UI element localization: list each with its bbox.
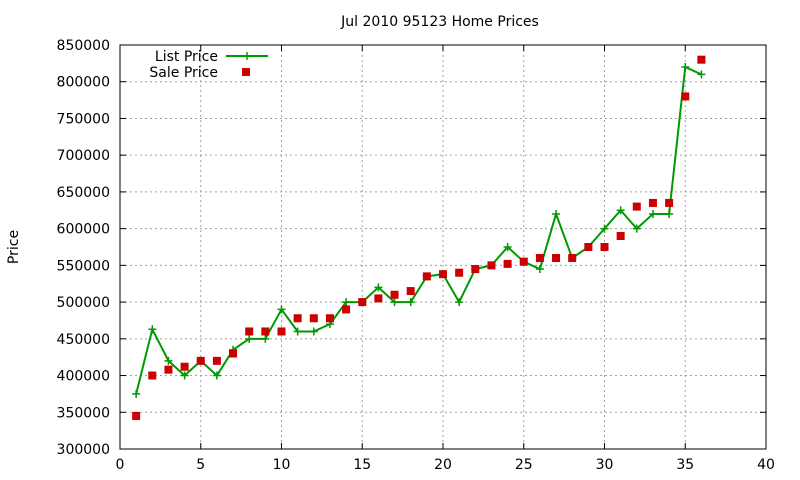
x-tick-label: 35 [676,457,694,473]
y-tick-label: 300000 [57,442,110,458]
list-price-point [648,209,657,218]
y-tick-label: 850000 [57,38,110,54]
legend-label: List Price [155,49,218,65]
sale-price-point [552,254,561,263]
legend-plus-swatch [243,52,251,60]
x-tick-label: 20 [434,457,452,473]
sale-price-point [568,254,577,263]
sale-price-point [245,327,254,336]
sale-price-point [600,243,609,251]
list-price-point [503,243,512,251]
sale-price-point [390,290,399,299]
sale-price-point [309,314,318,323]
sale-price-point [648,198,657,207]
sale-price-point [487,261,496,270]
list-price-point [406,298,415,307]
sale-price-point [325,314,334,323]
list-price-point [309,327,318,336]
chart-title: Jul 2010 95123 Home Prices [340,14,539,30]
list-price-line [135,66,702,395]
sale-price-point [455,268,464,277]
data-series [132,55,706,420]
sale-price-point [148,371,157,380]
list-price-point [632,224,641,233]
list-price-point [293,327,302,336]
x-tick-label: 25 [515,457,533,473]
list-price-point [212,371,221,380]
sale-price-point [422,272,431,281]
y-axis-label: Price [6,230,22,264]
sale-price-point [503,259,512,268]
list-price-point [164,356,173,365]
list-price-point [245,334,254,343]
y-tick-label: 500000 [57,295,110,311]
sale-price-point [277,327,286,336]
list-price-point [277,305,286,314]
list-price-point [148,325,157,334]
x-tick-label: 15 [353,457,371,473]
y-tick-label: 600000 [57,222,110,238]
sale-price-point [632,202,641,211]
list-price-point [374,283,383,292]
list-price-point [342,298,351,307]
sale-price-point [374,294,383,303]
sale-price-point [471,265,480,274]
y-tick-label: 400000 [57,369,110,385]
x-tick-label: 10 [273,457,291,473]
list-price-point [535,265,544,274]
sale-price-point [196,356,205,365]
grid-lines [120,45,766,449]
sale-price-point [665,198,674,207]
axis-ticks: 0 5 10 15 20 25 30 35 40 300000 350000 400000 450000… [57,38,775,473]
sale-price-point [261,327,270,336]
sale-price-point [519,257,528,266]
legend-label: Sale Price [149,65,218,81]
x-tick-label: 40 [757,457,775,473]
list-price-point [455,298,464,307]
sale-price-point [584,243,593,251]
sale-price-point [616,231,625,240]
sale-price-point [681,92,690,101]
x-tick-label: 0 [116,457,125,473]
y-tick-label: 350000 [57,405,110,421]
y-tick-label: 450000 [57,332,110,348]
sale-price-point [439,270,447,279]
list-price-point [665,209,674,218]
sale-price-point [535,254,544,263]
sale-price-point [697,55,706,64]
sale-price-point [342,305,351,314]
y-tick-label: 750000 [57,111,110,127]
sale-price-point [229,349,238,358]
list-price-point [697,70,706,79]
list-price-point [261,334,270,343]
sale-price-point [164,365,173,374]
list-price-point [600,224,609,233]
x-tick-label: 30 [596,457,614,473]
x-tick-label: 5 [196,457,205,473]
sale-price-point [212,356,221,365]
series-list-price [132,63,706,398]
sale-price-point [358,298,367,307]
y-tick-label: 800000 [57,75,110,91]
sale-price-point [293,314,302,323]
list-price-point [552,209,561,218]
list-price-point [616,206,625,215]
list-price-point [180,371,189,380]
sale-price-point [180,362,189,371]
y-tick-label: 550000 [57,258,110,274]
legend-square-swatch [242,68,250,76]
sale-price-point [132,411,141,420]
list-price-point [390,298,399,307]
sale-price-point [406,287,415,296]
list-price-point [132,389,141,398]
y-tick-label: 650000 [57,185,110,201]
y-tick-label: 700000 [57,148,110,164]
series-sale-price [132,55,706,420]
list-price-point [681,63,690,72]
